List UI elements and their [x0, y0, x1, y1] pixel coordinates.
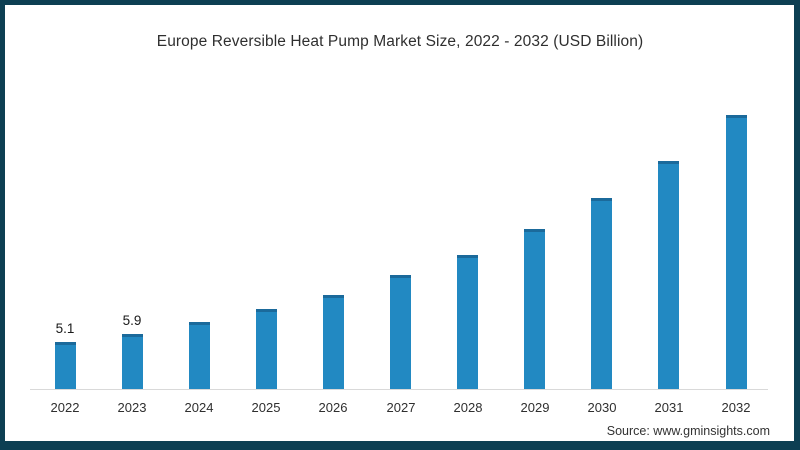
bar-2029	[524, 229, 545, 389]
bar-2028	[457, 255, 478, 389]
x-tick-label-2029: 2029	[520, 400, 550, 415]
x-tick-label-2025: 2025	[251, 400, 281, 415]
bar-2024	[189, 322, 210, 389]
bar-2032	[726, 115, 747, 389]
x-tick-label-2028: 2028	[453, 400, 483, 415]
x-tick-label-2032: 2032	[721, 400, 751, 415]
x-tick-label-2024: 2024	[184, 400, 214, 415]
x-tick-label-2026: 2026	[318, 400, 348, 415]
bar-2023	[122, 334, 143, 389]
chart-title: Europe Reversible Heat Pump Market Size,…	[156, 33, 644, 50]
bar-2025	[256, 309, 277, 389]
bar-2027	[390, 275, 411, 389]
x-tick-label-2027: 2027	[386, 400, 416, 415]
x-tick-label-2022: 2022	[50, 400, 80, 415]
bar-value-label-2023: 5.9	[122, 313, 142, 328]
x-axis-line	[30, 389, 768, 390]
source-note: Source: www.gminsights.com	[606, 424, 770, 438]
bar-2031	[658, 161, 679, 389]
x-tick-label-2023: 2023	[117, 400, 147, 415]
bar-2022	[55, 342, 76, 389]
bar-2026	[323, 295, 344, 389]
x-tick-label-2031: 2031	[654, 400, 684, 415]
x-tick-label-2030: 2030	[587, 400, 617, 415]
bar-2030	[591, 198, 612, 389]
bar-value-label-2022: 5.1	[55, 321, 75, 336]
